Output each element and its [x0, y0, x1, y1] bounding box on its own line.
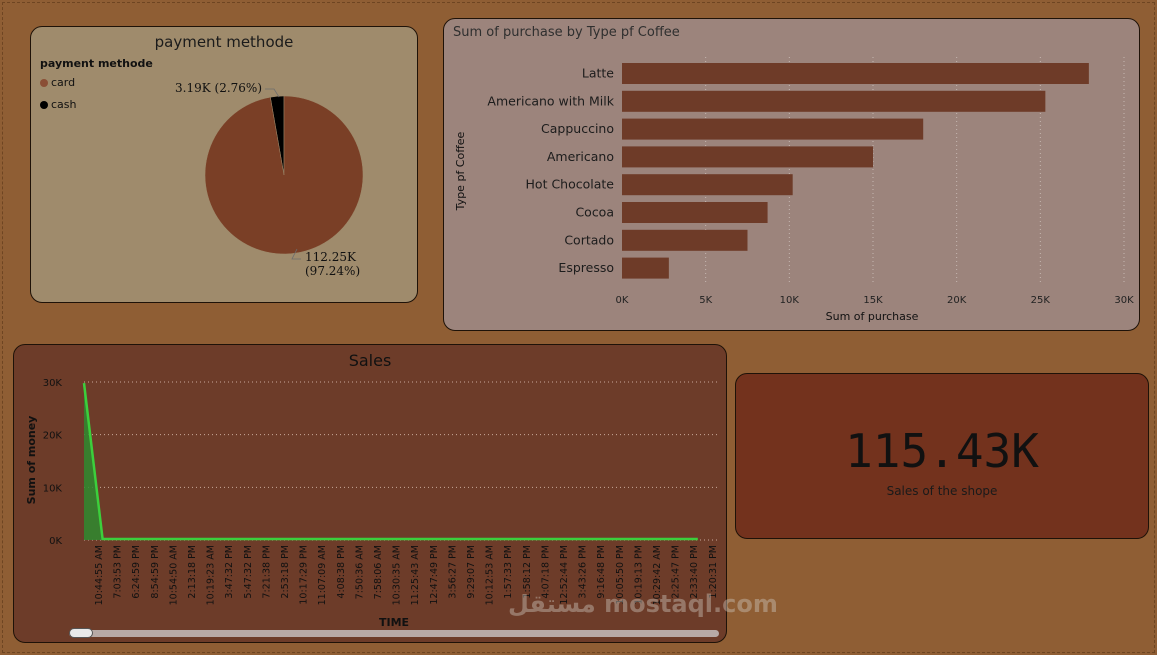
- x-tick-label: 3:47:32 PM: [224, 545, 235, 599]
- category-label: Americano: [547, 149, 614, 164]
- sales-chart[interactable]: Sales 30K 20K 10K 0K 10:44:55 AM 7:03:53 PM 6:…: [13, 344, 727, 643]
- x-tick-label: 10:19:13 PM: [633, 545, 644, 605]
- x-tick-label: 5K: [699, 295, 712, 306]
- x-tick-label: 12:47:49 PM: [429, 545, 440, 605]
- x-tick-label: 10:54:50 AM: [168, 545, 179, 605]
- x-tick-label: 10:30:35 AM: [392, 545, 403, 605]
- chart-title: payment methode: [154, 33, 294, 51]
- x-tick-label: 5:47:32 PM: [243, 545, 254, 599]
- x-tick-label: 1:58:12 PM: [522, 545, 533, 599]
- pie-slice-card: [204, 95, 364, 255]
- legend-label: cash: [51, 98, 77, 111]
- bar-espresso: [622, 257, 669, 279]
- bar-cortado: [622, 229, 748, 251]
- x-tick-label: 12:52:44 PM: [559, 545, 570, 605]
- kpi-label: Sales of the shope: [886, 484, 998, 498]
- pie-chart-svg: 3.19K (2.76%) 112.25K(97.24%): [175, 81, 364, 278]
- y-tick-label: 10K: [43, 483, 63, 494]
- x-tick-label: 7:21:38 PM: [261, 545, 272, 599]
- bar-chart-svg: 0K 5K 10K 15K 20K 25K 30K Latte Americano with M…: [454, 57, 1134, 323]
- x-tick-label: 2:25:47 PM: [671, 545, 682, 599]
- bar-americano: [622, 146, 873, 168]
- chart-title: Sales: [348, 351, 392, 370]
- x-tick-label: 4:08:38 PM: [336, 545, 347, 599]
- bar-cappuccino: [622, 118, 924, 140]
- x-tick-label: 7:58:06 AM: [373, 545, 384, 599]
- x-tick-label: 10:19:23 AM: [206, 545, 217, 605]
- pie-label-cash: 3.19K (2.76%): [175, 81, 262, 95]
- category-label: Americano with Milk: [487, 93, 614, 108]
- y-tick-label: 30K: [43, 378, 63, 389]
- kpi-value: 115.43K: [845, 424, 1039, 478]
- bar-latte: [622, 63, 1089, 84]
- x-tick-label: 20K: [947, 295, 967, 306]
- y-tick-label: 0K: [49, 536, 62, 547]
- sales-line: [82, 382, 698, 541]
- category-label: Hot Chocolate: [526, 177, 615, 192]
- x-tick-label: 0K: [616, 295, 629, 306]
- category-label: Latte: [582, 66, 614, 81]
- legend-dot-icon: [40, 101, 48, 109]
- x-tick-label: 8:54:59 PM: [150, 545, 161, 599]
- x-tick-label: 9:16:48 PM: [596, 545, 607, 599]
- pie-leader-card: [291, 248, 301, 260]
- y-axis-label: Sum of money: [25, 416, 38, 505]
- x-tick-label: 10K: [780, 295, 800, 306]
- x-tick-label: 3:43:26 PM: [578, 545, 589, 599]
- x-axis-label: Sum of purchase: [826, 310, 919, 323]
- category-label: Espresso: [558, 260, 614, 275]
- legend-label: card: [51, 76, 76, 89]
- x-tick-label: 15K: [863, 295, 883, 306]
- legend-item-cash[interactable]: cash: [40, 98, 77, 111]
- x-axis-label: TIME: [379, 616, 409, 629]
- bar-cocoa: [622, 202, 768, 223]
- kpi-card[interactable]: 115.43K Sales of the shope: [735, 373, 1149, 539]
- category-label: Cocoa: [575, 205, 614, 220]
- x-tick-label: 10:44:55 AM: [94, 545, 105, 605]
- x-tick-label: 30K: [1114, 295, 1134, 306]
- x-tick-label: 3:56:27 PM: [447, 545, 458, 599]
- x-tick-label: 10:05:50 PM: [615, 545, 626, 605]
- x-tick-label: 9:29:07 PM: [466, 545, 477, 599]
- legend-title: payment methode: [40, 57, 153, 70]
- x-tick-label: 1:20:31 PM: [708, 545, 719, 599]
- x-tick-label: 2:53:18 PM: [280, 545, 291, 599]
- horizontal-scrollbar[interactable]: [69, 630, 719, 637]
- payment-method-chart[interactable]: payment methode payment methode card cas…: [30, 26, 418, 303]
- y-axis-label: Type pf Coffee: [454, 131, 467, 211]
- legend-dot-icon: [40, 79, 48, 87]
- x-tick-label: 6:24:59 PM: [131, 545, 142, 599]
- x-tick-label: 10:12:53 AM: [485, 545, 496, 605]
- x-tick-label: 11:07:09 AM: [317, 545, 328, 605]
- legend-item-card[interactable]: card: [40, 76, 75, 89]
- pie-leader-cash: [265, 88, 280, 98]
- x-tick-label: 1:57:33 PM: [503, 545, 514, 599]
- x-tick-label: 2:33:40 PM: [689, 545, 700, 599]
- pie-label-card-value: 112.25K: [305, 250, 357, 264]
- chart-title: Sum of purchase by Type pf Coffee: [453, 25, 680, 40]
- x-tick-label: 7:03:53 PM: [113, 545, 124, 599]
- x-tick-label: 2:13:18 PM: [187, 545, 198, 599]
- scrollbar-thumb[interactable]: [69, 628, 93, 638]
- coffee-purchase-chart[interactable]: Sum of purchase by Type pf Coffee 0K 5K 10…: [443, 18, 1140, 331]
- category-label: Cappuccino: [541, 121, 614, 136]
- bar-hot-chocolate: [622, 174, 793, 196]
- category-label: Cortado: [564, 232, 614, 247]
- x-tick-label: 7:50:36 AM: [354, 545, 365, 599]
- x-tick-label: 10:29:42 AM: [652, 545, 663, 605]
- x-tick-label: 10:17:29 PM: [299, 545, 310, 605]
- sales-line-chart-svg: 30K 20K 10K 0K 10:44:55 AM 7:03:53 PM 6:24:59 …: [25, 378, 719, 629]
- sales-area: [84, 383, 698, 540]
- bar-americano-with-milk: [622, 90, 1046, 112]
- x-tick-label: 4:07:18 PM: [540, 545, 551, 599]
- pie-label-card-pct: (97.24%): [305, 264, 360, 278]
- y-tick-label: 20K: [43, 431, 63, 442]
- x-tick-label: 11:25:43 AM: [410, 545, 421, 605]
- x-tick-label: 25K: [1031, 295, 1051, 306]
